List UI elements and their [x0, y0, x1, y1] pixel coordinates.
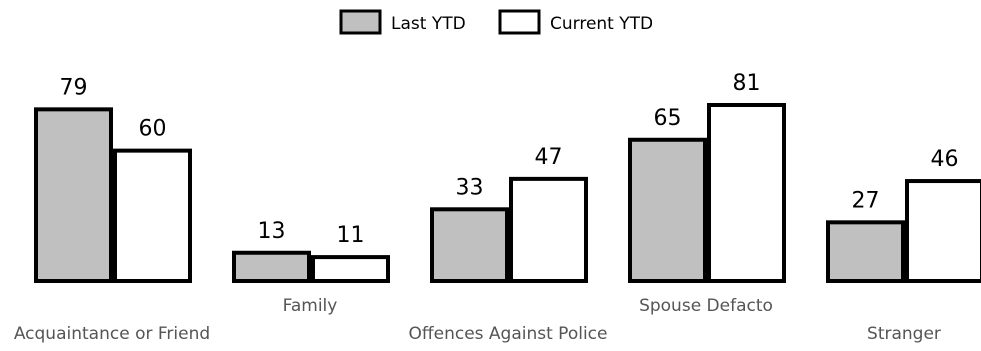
value-label-last-ytd-family: 13: [258, 219, 286, 244]
legend-item-last-ytd: Last YTD: [339, 9, 466, 35]
bar-last-ytd-offences-against-police: [430, 207, 509, 283]
legend-label-current-ytd: Current YTD: [550, 14, 653, 34]
bar-current-ytd-stranger: [905, 179, 981, 283]
legend-item-current-ytd: Current YTD: [498, 9, 653, 35]
value-label-current-ytd-family: 11: [337, 223, 365, 248]
bar-last-ytd-family: [232, 250, 311, 283]
category-label-offences-against-police: Offences Against Police: [409, 324, 608, 344]
bars-group: [34, 103, 981, 284]
value-label-current-ytd-acquaintance-or-friend: 60: [139, 117, 167, 142]
value-label-current-ytd-stranger: 46: [931, 147, 959, 172]
category-label-spouse-defacto: Spouse Defacto: [639, 296, 773, 316]
bar-last-ytd-spouse-defacto: [628, 137, 707, 283]
legend-swatch-current-ytd: [498, 9, 541, 35]
value-label-last-ytd-stranger: 27: [852, 188, 880, 213]
value-label-last-ytd-offences-against-police: 33: [456, 175, 484, 200]
value-label-last-ytd-acquaintance-or-friend: 79: [60, 75, 88, 100]
bar-current-ytd-acquaintance-or-friend: [113, 148, 192, 283]
legend: Last YTD Current YTD: [339, 9, 653, 35]
legend-swatch-last-ytd: [339, 9, 382, 35]
bar-current-ytd-family: [311, 255, 390, 283]
category-label-family: Family: [283, 296, 338, 316]
bar-current-ytd-offences-against-police: [509, 176, 588, 283]
legend-label-last-ytd: Last YTD: [391, 14, 466, 34]
category-label-stranger: Stranger: [867, 324, 941, 344]
labels-group: 79 60 Acquaintance or Friend 13 11 Family 33 47…: [14, 71, 959, 344]
bar-current-ytd-spouse-defacto: [707, 103, 786, 283]
bar-last-ytd-stranger: [826, 220, 905, 283]
value-label-current-ytd-spouse-defacto: 81: [733, 71, 761, 96]
bar-last-ytd-acquaintance-or-friend: [34, 107, 113, 284]
value-label-last-ytd-spouse-defacto: 65: [654, 106, 682, 131]
value-label-current-ytd-offences-against-police: 47: [535, 145, 563, 170]
category-label-acquaintance-or-friend: Acquaintance or Friend: [14, 324, 210, 344]
